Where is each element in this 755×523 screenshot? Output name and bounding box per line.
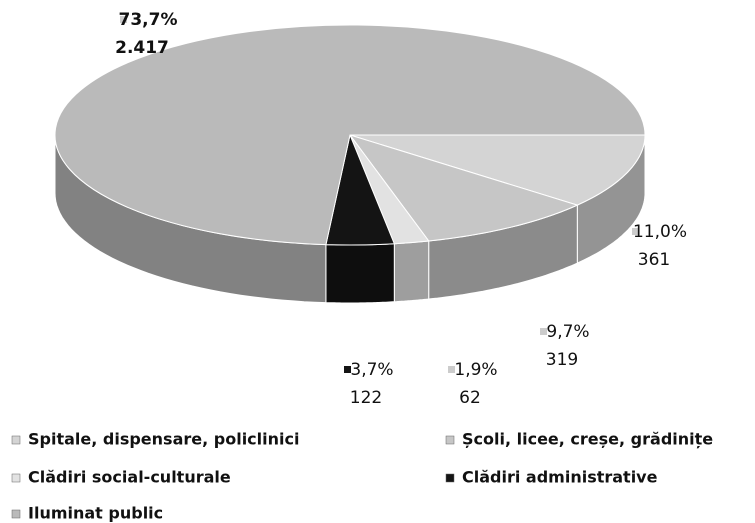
legend-marker xyxy=(11,509,21,519)
label-marker xyxy=(540,328,547,335)
slice xyxy=(349,134,646,206)
label-marker xyxy=(632,228,639,235)
data-label-percent: 9,7% xyxy=(546,322,589,342)
slice xyxy=(348,134,579,242)
slice xyxy=(54,24,646,246)
data-label-percent: 11,0% xyxy=(633,222,687,242)
slice-side xyxy=(325,243,395,304)
legend-label: Spitale, dispensare, policlinici xyxy=(28,430,299,449)
legend-marker xyxy=(445,473,455,483)
legend-label: Școli, licee, creșe, grădinițe xyxy=(462,430,713,449)
legend-label: Iluminat public xyxy=(28,504,163,523)
data-label-percent: 3,7% xyxy=(350,360,393,380)
slice-side xyxy=(393,240,430,303)
data-label-amount: 361 xyxy=(638,250,670,270)
label-marker xyxy=(344,366,351,373)
legend-marker xyxy=(11,473,21,483)
legend-marker xyxy=(445,435,455,445)
legend-label: Clădiri social-culturale xyxy=(28,468,231,487)
data-label-amount: 2.417 xyxy=(115,38,169,58)
data-label-amount: 122 xyxy=(350,388,382,408)
data-label-amount: 62 xyxy=(459,388,481,408)
label-marker xyxy=(120,16,127,23)
legend-marker xyxy=(11,435,21,445)
data-label-amount: 319 xyxy=(546,350,578,370)
data-label-percent: 73,7% xyxy=(119,10,178,30)
legend-label: Clădiri administrative xyxy=(462,468,658,487)
data-label-percent: 1,9% xyxy=(454,360,497,380)
label-marker xyxy=(448,366,455,373)
